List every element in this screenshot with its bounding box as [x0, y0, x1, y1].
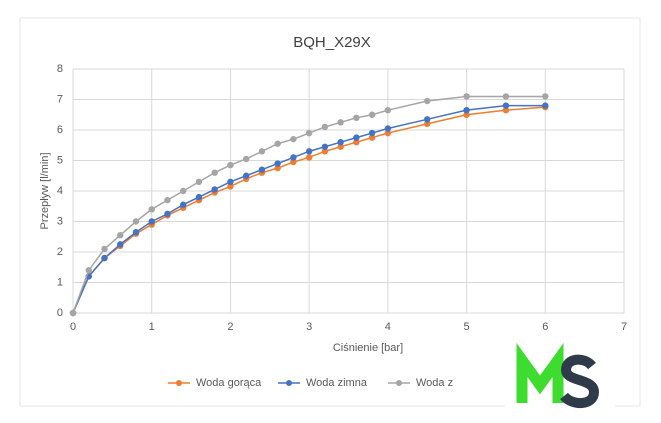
point — [211, 169, 218, 176]
point — [164, 210, 171, 218]
point — [195, 193, 203, 201]
x-tick-label: 7 — [621, 321, 627, 333]
logo-s — [560, 354, 600, 408]
legend-marker — [286, 380, 292, 386]
point — [384, 125, 392, 132]
point — [353, 139, 360, 146]
point — [463, 111, 470, 118]
y-tick-label: 0 — [57, 307, 63, 319]
logo-m — [516, 342, 564, 403]
legend-label: Woda gorąca — [196, 377, 262, 389]
point — [463, 106, 470, 114]
point — [69, 309, 77, 317]
point — [211, 186, 218, 193]
x-axis-title: Ciśnienie [bar] — [333, 342, 403, 354]
point — [384, 129, 392, 137]
x-tick-label: 2 — [227, 321, 233, 333]
point — [180, 201, 187, 208]
point — [305, 154, 313, 161]
point — [258, 148, 266, 155]
x-tick-label: 6 — [542, 321, 548, 333]
chart-title: BQH_X29X — [293, 34, 371, 51]
x-tick-label: 3 — [306, 321, 312, 333]
point — [321, 143, 329, 150]
y-tick-label: 4 — [57, 185, 63, 197]
point — [337, 139, 344, 146]
y-axis-title: Przepływ [l/min] — [39, 152, 51, 229]
point — [502, 102, 510, 109]
point — [164, 196, 171, 204]
point — [148, 206, 155, 213]
y-tick-label: 6 — [57, 124, 63, 136]
point — [274, 160, 281, 167]
y-tick-label: 5 — [57, 154, 63, 166]
point — [180, 187, 187, 195]
point — [384, 106, 392, 114]
point — [305, 148, 313, 155]
x-tick-label: 1 — [149, 321, 155, 333]
point — [195, 178, 203, 186]
point — [227, 178, 234, 186]
point — [542, 93, 549, 100]
point — [258, 166, 266, 173]
y-tick-label: 3 — [57, 215, 63, 227]
y-tick-label: 1 — [57, 276, 63, 288]
legend-marker — [396, 380, 402, 386]
point — [424, 120, 431, 128]
logo — [505, 342, 615, 410]
y-tick-label: 7 — [57, 93, 63, 105]
legend-label: Woda z — [416, 377, 453, 389]
point — [290, 135, 297, 143]
point — [148, 218, 155, 225]
point — [321, 148, 329, 155]
legend-marker — [176, 380, 182, 386]
point — [101, 254, 108, 262]
point — [368, 134, 376, 141]
point — [502, 93, 510, 100]
point — [132, 228, 140, 236]
point — [502, 106, 510, 114]
point — [117, 232, 124, 239]
point — [368, 111, 376, 118]
y-tick-label: 8 — [57, 63, 63, 75]
point — [117, 241, 124, 248]
point — [85, 267, 92, 274]
y-tick-label: 2 — [57, 246, 63, 258]
point — [463, 93, 470, 100]
chart-frame — [19, 17, 641, 407]
point — [274, 164, 281, 172]
point — [242, 155, 250, 163]
point — [305, 129, 313, 137]
point — [227, 161, 234, 169]
point — [542, 102, 549, 109]
legend-label: Woda zimna — [306, 377, 368, 389]
point — [337, 119, 344, 126]
point — [353, 134, 360, 141]
point — [424, 97, 431, 105]
point — [242, 172, 250, 179]
x-tick-label: 4 — [385, 321, 391, 333]
x-tick-label: 0 — [70, 321, 76, 333]
point — [290, 154, 297, 161]
point — [337, 143, 344, 150]
point — [290, 158, 297, 166]
point — [101, 245, 108, 253]
point — [132, 218, 140, 225]
point — [353, 114, 360, 122]
x-tick-label: 5 — [464, 321, 470, 333]
point — [274, 140, 281, 147]
point — [424, 116, 431, 123]
point — [227, 183, 234, 190]
point — [368, 129, 376, 137]
point — [321, 123, 329, 131]
